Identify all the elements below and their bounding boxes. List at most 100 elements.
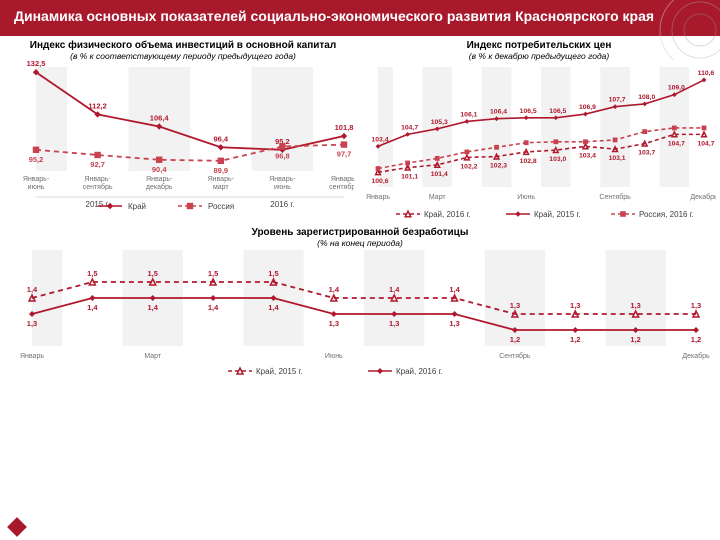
chart3-subtitle: (% на конец периода) xyxy=(10,238,710,248)
svg-text:1,3: 1,3 xyxy=(630,301,640,310)
svg-text:101,1: 101,1 xyxy=(401,173,418,180)
chart1-svg: 132,5112,2106,496,495,2101,895,292,790,4… xyxy=(6,61,354,211)
svg-text:1,4: 1,4 xyxy=(268,303,279,312)
svg-text:102,2: 102,2 xyxy=(460,163,477,170)
svg-text:Декабрь: Декабрь xyxy=(690,193,716,201)
svg-text:105,3: 105,3 xyxy=(431,118,448,125)
svg-text:Январь-: Январь- xyxy=(23,176,50,183)
svg-text:Россия: Россия xyxy=(208,202,234,211)
svg-text:89,9: 89,9 xyxy=(213,165,228,174)
svg-text:106,4: 106,4 xyxy=(490,108,507,115)
svg-text:март: март xyxy=(213,184,229,191)
svg-text:101,4: 101,4 xyxy=(431,170,448,177)
svg-text:103,4: 103,4 xyxy=(371,136,388,143)
page-title: Динамика основных показателей социально-… xyxy=(14,8,654,24)
svg-text:1,4: 1,4 xyxy=(27,285,38,294)
chart-cpi: Индекс потребительских цен (в % к декабр… xyxy=(360,36,718,221)
svg-text:Январь: Январь xyxy=(366,194,390,201)
svg-text:1,4: 1,4 xyxy=(449,285,460,294)
svg-text:132,5: 132,5 xyxy=(27,61,46,68)
svg-text:1,2: 1,2 xyxy=(691,335,701,344)
svg-text:1,5: 1,5 xyxy=(268,269,278,278)
svg-text:1,4: 1,4 xyxy=(87,303,98,312)
chart1-subtitle: (в % к соответствующему периоду предыдущ… xyxy=(6,51,360,61)
chart-investments: Индекс физического объема инвестиций в о… xyxy=(0,36,360,221)
svg-text:1,3: 1,3 xyxy=(510,301,520,310)
svg-text:1,4: 1,4 xyxy=(329,285,340,294)
svg-text:1,4: 1,4 xyxy=(208,303,219,312)
svg-text:Январь-: Январь- xyxy=(208,176,235,183)
svg-text:101,8: 101,8 xyxy=(335,123,354,132)
svg-text:1,5: 1,5 xyxy=(208,269,218,278)
svg-text:Январь-: Январь- xyxy=(269,176,296,183)
svg-text:1,3: 1,3 xyxy=(449,319,459,328)
svg-text:110,6: 110,6 xyxy=(698,69,715,76)
svg-text:112,2: 112,2 xyxy=(88,101,106,110)
svg-text:95,2: 95,2 xyxy=(29,154,44,163)
svg-text:1,3: 1,3 xyxy=(329,319,339,328)
svg-text:106,1: 106,1 xyxy=(460,111,477,118)
svg-text:Июнь: Июнь xyxy=(325,353,343,360)
svg-text:1,2: 1,2 xyxy=(630,335,640,344)
svg-text:1,3: 1,3 xyxy=(570,301,580,310)
chart3-svg: 1,4 1,5 1,5 1,5 1,5 1,4 1,4 1,4 1,3 1,3 1,3 1,3 1,3 1… xyxy=(10,248,710,376)
svg-text:92,7: 92,7 xyxy=(90,159,105,168)
svg-text:2016 г.: 2016 г. xyxy=(270,200,294,209)
chart-unemployment: Уровень зарегистрированной безработицы (… xyxy=(10,227,710,376)
svg-text:106,4: 106,4 xyxy=(150,113,170,122)
svg-text:Март: Март xyxy=(429,194,447,201)
svg-text:106,9: 106,9 xyxy=(579,104,596,111)
svg-text:97,7: 97,7 xyxy=(337,149,352,158)
svg-text:107,7: 107,7 xyxy=(609,96,626,103)
svg-text:1,5: 1,5 xyxy=(87,269,97,278)
svg-text:1,4: 1,4 xyxy=(389,285,400,294)
chart2-title: Индекс потребительских цен xyxy=(360,40,718,51)
chart2-svg: 103,4104,7105,3106,1106,4106,5106,5106,9… xyxy=(360,61,716,221)
svg-text:103,4: 103,4 xyxy=(579,152,596,159)
svg-text:103,7: 103,7 xyxy=(638,149,655,156)
svg-text:104,7: 104,7 xyxy=(401,124,418,131)
svg-text:108,0: 108,0 xyxy=(638,93,655,100)
svg-text:100,6: 100,6 xyxy=(371,178,388,185)
svg-text:Край, 2016 г.: Край, 2016 г. xyxy=(424,210,471,219)
svg-text:1,2: 1,2 xyxy=(510,335,520,344)
svg-text:2015 г.: 2015 г. xyxy=(86,200,110,209)
svg-text:Декабрь: Декабрь xyxy=(682,352,710,360)
svg-text:103,0: 103,0 xyxy=(549,156,566,163)
svg-text:Март: Март xyxy=(144,353,162,360)
svg-text:Край, 2015 г.: Край, 2015 г. xyxy=(534,210,581,219)
svg-text:109,0: 109,0 xyxy=(668,84,685,91)
svg-text:103,1: 103,1 xyxy=(609,155,626,162)
svg-text:1,3: 1,3 xyxy=(691,301,701,310)
svg-text:1,2: 1,2 xyxy=(570,335,580,344)
svg-text:1,3: 1,3 xyxy=(389,319,399,328)
svg-text:Край: Край xyxy=(128,202,146,211)
svg-text:102,8: 102,8 xyxy=(520,157,537,164)
svg-text:96,8: 96,8 xyxy=(275,151,290,160)
chart1-title: Индекс физического объема инвестиций в о… xyxy=(6,40,360,51)
top-row: Индекс физического объема инвестиций в о… xyxy=(0,36,720,221)
svg-text:104,7: 104,7 xyxy=(668,140,685,147)
svg-text:Край, 2016 г.: Край, 2016 г. xyxy=(396,367,443,376)
svg-text:Январь: Январь xyxy=(20,353,44,360)
svg-text:Край, 2015 г.: Край, 2015 г. xyxy=(256,367,303,376)
svg-text:1,3: 1,3 xyxy=(27,319,37,328)
svg-text:96,4: 96,4 xyxy=(213,134,228,143)
svg-text:Январь-: Январь- xyxy=(146,176,173,183)
svg-text:104,7: 104,7 xyxy=(697,140,714,147)
svg-text:Январь-: Январь- xyxy=(84,176,111,183)
svg-text:90,4: 90,4 xyxy=(152,164,167,173)
svg-text:Июнь: Июнь xyxy=(517,194,535,201)
chart3-title: Уровень зарегистрированной безработицы xyxy=(10,227,710,238)
svg-text:1,5: 1,5 xyxy=(148,269,158,278)
svg-text:Январь-: Январь- xyxy=(331,176,354,183)
svg-text:июнь: июнь xyxy=(28,184,45,191)
svg-text:июнь: июнь xyxy=(274,184,291,191)
svg-text:Россия, 2016 г.: Россия, 2016 г. xyxy=(639,210,694,219)
svg-text:декабрь: декабрь xyxy=(146,183,173,191)
svg-text:102,3: 102,3 xyxy=(490,162,507,169)
svg-text:Сентябрь: Сентябрь xyxy=(599,193,631,201)
title-bar: Динамика основных показателей социально-… xyxy=(0,0,720,36)
svg-text:Сентябрь: Сентябрь xyxy=(499,352,531,360)
svg-text:сентябрь: сентябрь xyxy=(329,183,354,191)
